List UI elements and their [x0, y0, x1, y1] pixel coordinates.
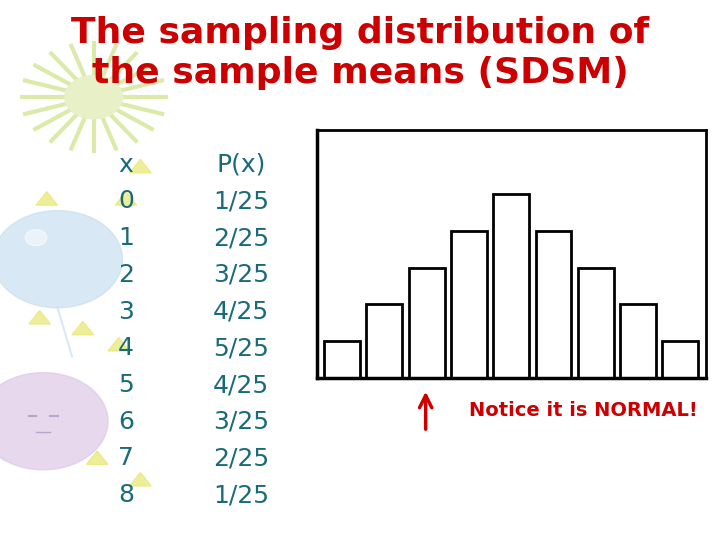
Polygon shape [29, 310, 50, 324]
Text: 4: 4 [118, 336, 134, 360]
Text: 2/25: 2/25 [213, 447, 269, 470]
Bar [324, 341, 360, 378]
Bar [620, 305, 656, 378]
Bar [662, 341, 698, 378]
Text: 1: 1 [118, 226, 134, 250]
Text: 2: 2 [118, 263, 134, 287]
Text: 5: 5 [118, 373, 134, 397]
Text: 1/25: 1/25 [213, 483, 269, 507]
Polygon shape [115, 192, 137, 205]
Polygon shape [72, 321, 94, 335]
Text: The sampling distribution of
the sample means (SDSM): The sampling distribution of the sample … [71, 16, 649, 90]
Bar [493, 194, 529, 378]
Circle shape [25, 230, 47, 246]
Polygon shape [86, 451, 108, 464]
Text: 1/25: 1/25 [213, 190, 269, 213]
Text: 2/25: 2/25 [213, 226, 269, 250]
Bar [577, 268, 613, 378]
Text: 7: 7 [118, 447, 134, 470]
Circle shape [0, 373, 108, 470]
Text: 0: 0 [118, 190, 134, 213]
Text: 3: 3 [118, 300, 134, 323]
Text: 8: 8 [118, 483, 134, 507]
Text: 4/25: 4/25 [213, 300, 269, 323]
Text: P(x): P(x) [217, 153, 266, 177]
Text: 3/25: 3/25 [213, 410, 269, 434]
Circle shape [0, 211, 122, 308]
Bar [536, 231, 572, 378]
Text: 6: 6 [118, 410, 134, 434]
Text: 5/25: 5/25 [213, 336, 269, 360]
Circle shape [65, 76, 122, 119]
Bar [451, 231, 487, 378]
Bar [366, 305, 402, 378]
Text: 4/25: 4/25 [213, 373, 269, 397]
Text: x: x [119, 153, 133, 177]
Text: Notice it is NORMAL!: Notice it is NORMAL! [469, 401, 698, 420]
Text: 3/25: 3/25 [213, 263, 269, 287]
Polygon shape [130, 472, 151, 486]
Polygon shape [130, 159, 151, 173]
Bar [409, 268, 445, 378]
Polygon shape [108, 338, 130, 351]
Polygon shape [36, 192, 58, 205]
